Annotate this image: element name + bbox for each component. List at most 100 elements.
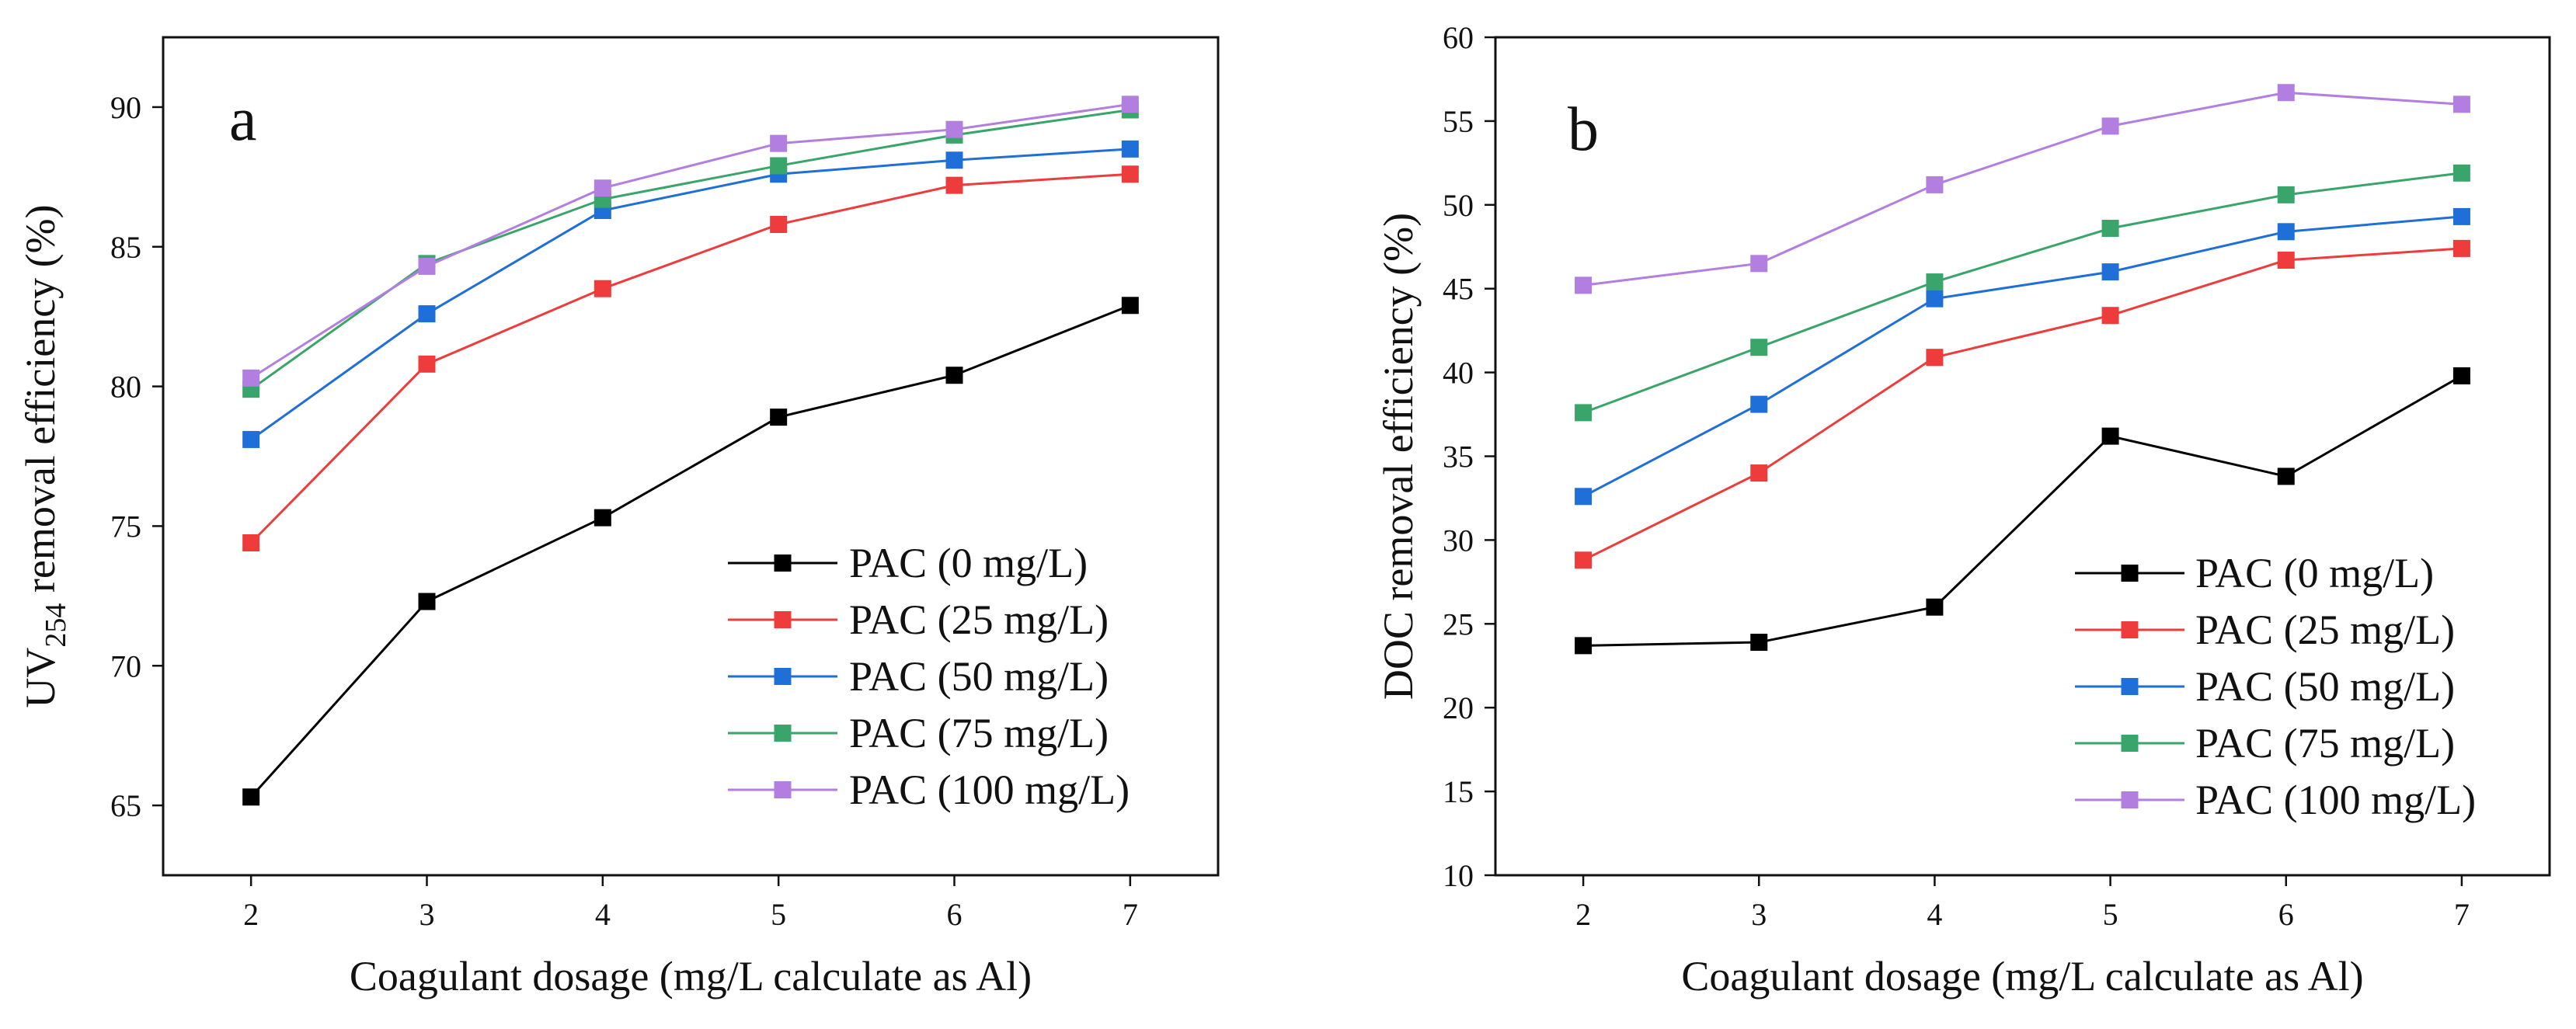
y-axis-title: UV254 removal efficiency (%) [17,204,72,707]
legend-label: PAC (75 mg/L) [849,710,1109,756]
y-tick-label: 90 [110,90,141,125]
data-point [1575,551,1593,569]
data-point [945,176,963,194]
series-line [250,148,1130,441]
x-axis-title: Coagulant dosage (mg/L calculate as Al) [1681,953,2363,999]
x-tick-label: 4 [595,897,611,932]
data-point [594,179,611,197]
data-point [1926,273,1944,291]
data-point [770,157,788,175]
data-point [2101,307,2119,325]
data-point [1926,290,1944,308]
data-point [945,367,963,384]
x-tick-label: 6 [2278,897,2294,932]
panel-label: a [229,85,257,154]
legend-label: PAC (100 mg/L) [2195,777,2476,823]
data-point [2101,427,2119,445]
series [242,165,1139,551]
data-point [594,280,611,297]
y-tick-label: 85 [110,230,141,265]
data-point [1121,297,1139,315]
data-point [2277,252,2295,269]
data-point [594,509,611,527]
y-tick-label: 45 [1443,272,1474,307]
data-point [418,593,436,610]
series-line [1582,215,2463,498]
data-point [1750,464,1768,482]
legend: PAC (0 mg/L) PAC (25 mg/L) PAC (50 mg/L) PA… [728,540,1130,813]
plot-frame [162,36,1220,877]
series-line [1582,172,2463,414]
data-point [2101,263,2119,281]
data-point [2452,207,2470,225]
legend-label: PAC (0 mg/L) [849,540,1088,586]
x-tick-label: 7 [2454,897,2470,932]
x-tick-label: 4 [1927,897,1942,932]
series [242,96,1139,387]
y-tick-label: 15 [1443,774,1474,809]
data-point [2452,367,2470,384]
data-point [945,151,963,169]
legend-label: PAC (75 mg/L) [2195,720,2455,767]
data-point [242,788,260,806]
data-point [242,534,260,551]
series-line [250,103,1131,380]
data-point [1750,255,1768,273]
series [1575,239,2470,569]
y-tick-label: 50 [1443,188,1474,223]
data-point [1926,349,1944,367]
data-point [1750,339,1768,356]
series-line [1583,374,2463,647]
legend-label: PAC (50 mg/L) [849,653,1109,700]
legend-marker [2121,621,2139,638]
legend-label: PAC (50 mg/L) [2195,663,2455,710]
x-tick-label: 2 [1575,897,1591,932]
legend-marker [2121,565,2139,582]
y-tick-label: 35 [1443,440,1474,475]
series-line [1582,91,2463,287]
y-axis-title: DOC removal efficiency (%) [1375,213,1422,700]
legend-marker [2121,678,2139,695]
data-point [1926,176,1944,193]
data-point [2277,186,2295,203]
y-tick-label: 75 [110,509,141,544]
panel-a-chart: 2 3 4 5 6 7 65 70 75 80 85 90 Coagulant dosage (mg/L… [17,36,1220,999]
x-tick-label: 6 [947,897,963,932]
legend-label: PAC (25 mg/L) [2195,607,2455,653]
x-tick-label: 3 [1751,897,1767,932]
y-tick-label: 30 [1443,523,1474,558]
series-line [250,172,1130,544]
data-point [1575,488,1593,506]
legend-marker [2121,791,2139,808]
data-point [1121,140,1139,158]
data-point [418,355,436,373]
series [1575,164,2470,422]
legend-marker [774,725,792,742]
panel-label: b [1568,96,1599,164]
legend: PAC (0 mg/L) PAC (25 mg/L) PAC (50 mg/L) PA… [2075,550,2476,823]
y-tick-label: 80 [110,370,141,405]
data-point [1121,165,1139,183]
x-tick-label: 5 [771,897,786,932]
y-tick-label: 60 [1443,20,1474,55]
series [1575,207,2470,506]
y-tick-label: 20 [1443,690,1474,725]
legend-label: PAC (100 mg/L) [849,767,1130,813]
series [1575,367,2470,655]
series [242,297,1139,806]
data-point [1926,598,1944,616]
data-point [418,305,436,323]
y-tick-label: 40 [1443,356,1474,391]
y-tick-label: 10 [1443,858,1474,893]
data-point [1575,404,1593,422]
data-point [1750,634,1768,652]
legend-marker [774,781,792,798]
data-point [2277,223,2295,241]
data-point [770,215,788,233]
data-point [2452,239,2470,257]
data-point [418,257,436,275]
series-line [250,109,1131,391]
x-axis-title: Coagulant dosage (mg/L calculate as Al) [350,953,1032,999]
series [1575,84,2470,294]
